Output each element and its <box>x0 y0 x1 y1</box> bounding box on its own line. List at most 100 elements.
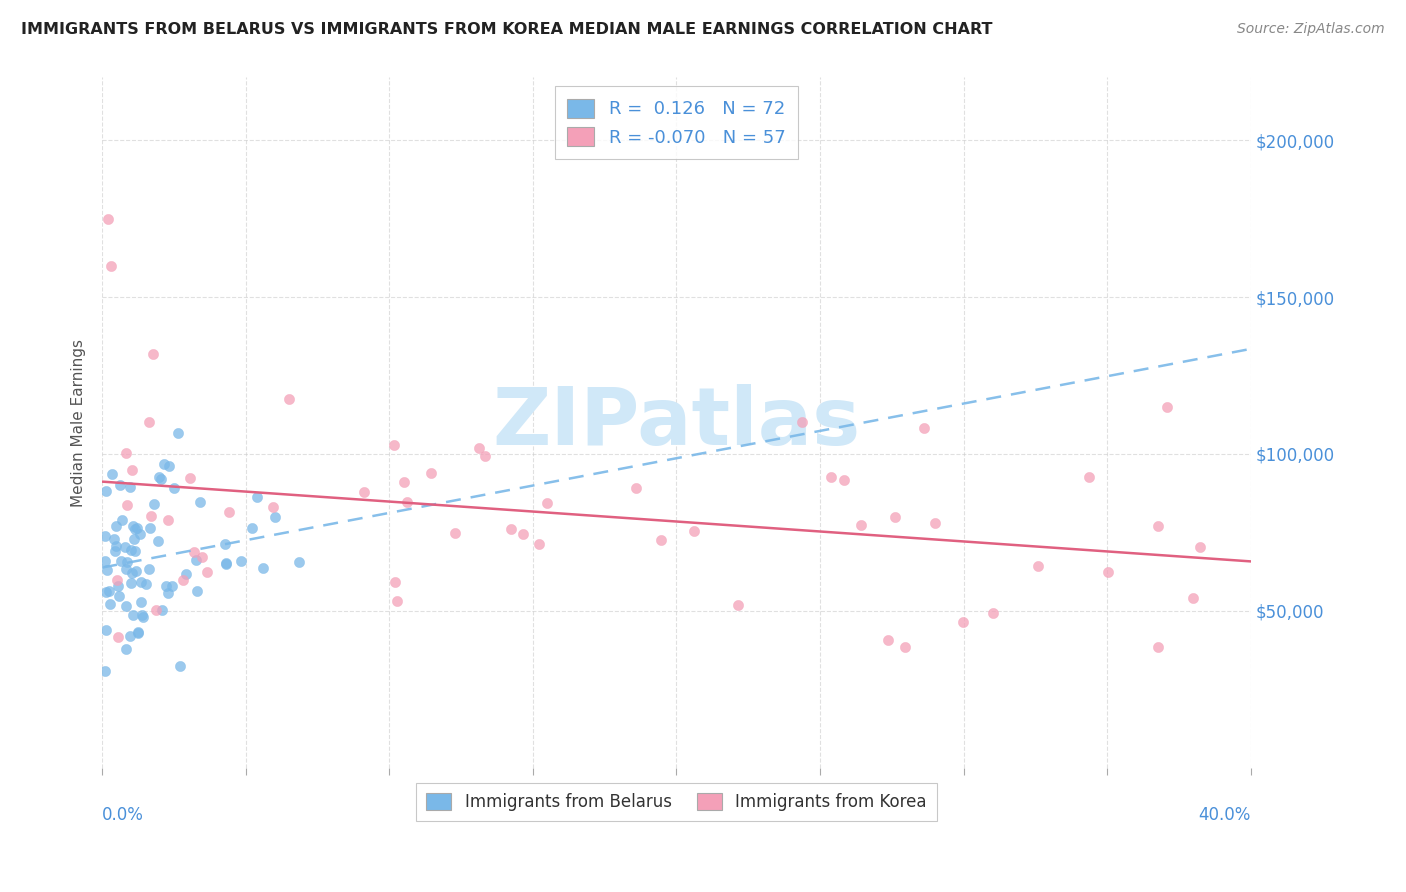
Point <box>111 513 134 527</box>
Point <box>129 575 152 590</box>
Y-axis label: Median Male Earnings: Median Male Earnings <box>72 339 86 507</box>
Point <box>156 586 179 600</box>
Point <box>474 449 496 463</box>
Point <box>101 467 124 481</box>
Point <box>129 527 152 541</box>
Point <box>624 481 647 495</box>
Point <box>894 640 917 654</box>
Point <box>94 483 117 498</box>
Point <box>96 584 118 599</box>
Point <box>143 497 166 511</box>
Point <box>650 533 672 548</box>
Text: Source: ZipAtlas.com: Source: ZipAtlas.com <box>1237 22 1385 37</box>
Point <box>142 347 165 361</box>
Point <box>820 469 842 483</box>
Point <box>1182 591 1205 606</box>
Point <box>132 610 155 624</box>
Point <box>215 556 238 570</box>
Point <box>120 543 142 558</box>
Point <box>94 554 117 568</box>
Point <box>512 526 534 541</box>
Point <box>288 555 311 569</box>
Point <box>186 553 208 567</box>
Point <box>849 517 872 532</box>
Point <box>1156 400 1178 414</box>
Point <box>191 550 214 565</box>
Point <box>163 481 186 495</box>
Point <box>146 534 169 549</box>
Point <box>139 509 162 524</box>
Point <box>97 211 120 226</box>
Point <box>167 426 190 441</box>
Point <box>188 495 211 509</box>
Point <box>107 579 129 593</box>
Point <box>138 415 160 429</box>
Point <box>105 518 128 533</box>
Point <box>122 518 145 533</box>
Point <box>94 528 117 542</box>
Point <box>832 473 855 487</box>
Point <box>183 544 205 558</box>
Point <box>98 583 121 598</box>
Point <box>94 664 117 678</box>
Point <box>160 579 183 593</box>
Legend: Immigrants from Belarus, Immigrants from Korea: Immigrants from Belarus, Immigrants from… <box>416 783 936 822</box>
Point <box>1077 469 1099 483</box>
Text: 0.0%: 0.0% <box>103 805 143 823</box>
Point <box>382 438 405 452</box>
Point <box>105 574 128 588</box>
Point <box>392 475 415 490</box>
Point <box>131 608 153 623</box>
Point <box>176 567 198 582</box>
Point <box>883 510 905 524</box>
Point <box>240 521 263 535</box>
Point <box>96 563 118 577</box>
Point <box>100 259 122 273</box>
Point <box>155 579 177 593</box>
Point <box>876 632 898 647</box>
Point <box>145 603 167 617</box>
Point <box>924 516 946 530</box>
Point <box>124 522 146 536</box>
Point <box>1147 518 1170 533</box>
Point <box>124 543 146 558</box>
Point <box>186 584 208 599</box>
Point <box>529 537 551 551</box>
Point <box>127 521 149 535</box>
Point <box>683 524 706 539</box>
Point <box>952 615 974 629</box>
Point <box>115 641 138 656</box>
Point <box>121 463 143 477</box>
Point <box>138 562 160 576</box>
Point <box>214 536 236 550</box>
Point <box>156 513 179 527</box>
Point <box>122 533 145 547</box>
Point <box>127 626 149 640</box>
Point <box>104 544 127 558</box>
Point <box>218 505 240 519</box>
Point <box>122 608 145 623</box>
Point <box>252 561 274 575</box>
Point <box>262 500 284 514</box>
Point <box>98 597 121 611</box>
Point <box>981 606 1004 620</box>
Point <box>148 470 170 484</box>
Point <box>110 554 132 568</box>
Point <box>120 576 142 591</box>
Point <box>127 625 149 640</box>
Point <box>229 554 252 568</box>
Point <box>792 415 814 429</box>
Point <box>138 520 160 534</box>
Point <box>152 457 174 471</box>
Point <box>107 630 129 644</box>
Point <box>215 557 238 571</box>
Point <box>149 471 172 485</box>
Point <box>169 659 191 673</box>
Point <box>115 555 138 569</box>
Point <box>117 498 139 512</box>
Point <box>172 574 194 588</box>
Point <box>1097 565 1119 579</box>
Point <box>444 526 467 541</box>
Point <box>1146 640 1168 654</box>
Point <box>396 495 419 509</box>
